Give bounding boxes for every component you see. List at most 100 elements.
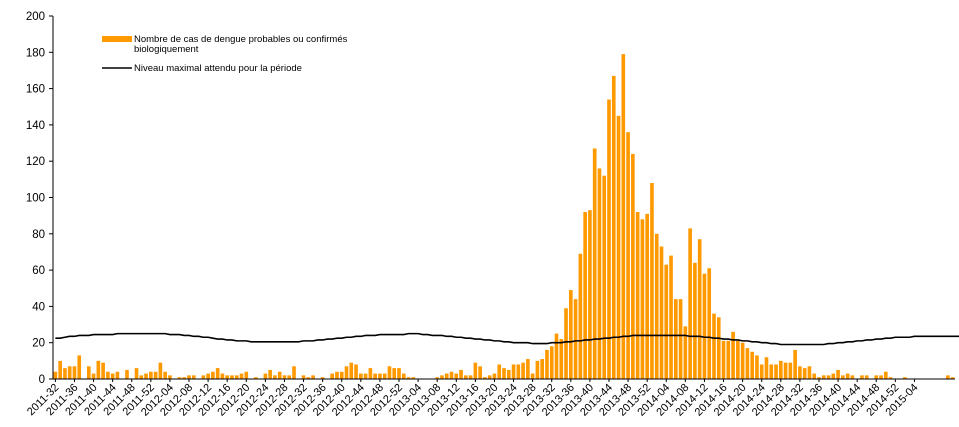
bar xyxy=(793,349,797,379)
bar xyxy=(578,253,583,379)
bar xyxy=(368,368,373,379)
bar xyxy=(597,168,602,379)
bar xyxy=(387,366,392,379)
bar xyxy=(712,313,716,379)
bar xyxy=(549,346,554,379)
bar xyxy=(573,299,578,379)
y-tick-label: 100 xyxy=(26,193,45,205)
bar xyxy=(301,375,306,379)
bar xyxy=(187,375,191,379)
bar xyxy=(688,228,692,379)
y-tick-label: 80 xyxy=(32,229,45,241)
bar xyxy=(716,317,721,379)
bar xyxy=(950,377,955,379)
bar xyxy=(464,375,468,379)
legend-label-bars: Nombre de cas de dengue probables ou con… xyxy=(134,34,348,45)
bar xyxy=(306,377,311,379)
bar xyxy=(392,368,397,379)
bar xyxy=(282,375,287,379)
bar xyxy=(812,373,817,379)
bar xyxy=(764,357,769,379)
legend: Nombre de cas de dengue probables ou con… xyxy=(102,34,348,74)
bar xyxy=(468,375,473,379)
y-tick-label: 0 xyxy=(39,374,45,386)
bar xyxy=(530,373,535,379)
bar xyxy=(478,366,482,379)
bar xyxy=(545,349,549,379)
bar xyxy=(335,371,339,379)
bar xyxy=(201,375,206,379)
bar xyxy=(163,371,167,379)
bar xyxy=(378,373,382,379)
bar xyxy=(125,369,129,379)
bar xyxy=(631,153,635,379)
bar xyxy=(487,375,492,379)
bar xyxy=(149,371,153,379)
bar xyxy=(798,366,802,379)
bar xyxy=(502,368,506,379)
bar xyxy=(702,273,707,379)
bar xyxy=(836,369,840,379)
bar xyxy=(821,375,826,379)
bar xyxy=(879,375,883,379)
y-tick-label: 20 xyxy=(32,338,45,350)
bar xyxy=(344,366,349,379)
bar xyxy=(454,373,459,379)
bar xyxy=(903,377,907,379)
bar xyxy=(516,364,521,379)
bar xyxy=(497,364,502,379)
bar xyxy=(707,268,712,379)
y-tick-label: 160 xyxy=(26,84,45,96)
bar xyxy=(645,213,649,379)
y-tick-label: 40 xyxy=(32,301,45,313)
bar xyxy=(435,377,439,379)
bar xyxy=(177,377,182,379)
bar xyxy=(158,362,163,379)
bar xyxy=(449,371,454,379)
bar xyxy=(511,364,516,379)
bar xyxy=(139,375,144,379)
bar xyxy=(239,373,244,379)
bar xyxy=(506,369,511,379)
y-tick-label: 200 xyxy=(26,11,45,23)
bar xyxy=(473,362,478,379)
bar xyxy=(53,371,58,379)
bar xyxy=(788,362,793,379)
bar xyxy=(583,212,587,379)
bar xyxy=(726,340,731,379)
bar xyxy=(650,182,654,379)
bar xyxy=(683,326,688,379)
bar xyxy=(755,355,759,379)
bar xyxy=(845,373,850,379)
bar xyxy=(382,373,387,379)
bar xyxy=(535,360,540,379)
bar xyxy=(669,255,673,379)
bar xyxy=(769,364,774,379)
bar xyxy=(182,377,187,379)
bar xyxy=(359,373,363,379)
bar xyxy=(406,377,411,379)
bar xyxy=(783,362,788,379)
bar xyxy=(492,373,497,379)
bar xyxy=(621,54,626,380)
bar xyxy=(349,362,354,379)
bar xyxy=(659,246,664,379)
bar xyxy=(354,364,358,379)
bar xyxy=(831,373,836,379)
y-tick-label: 180 xyxy=(26,47,45,59)
bar xyxy=(230,375,234,379)
bar xyxy=(564,308,568,379)
bar xyxy=(483,377,487,379)
bar xyxy=(153,371,158,379)
bar xyxy=(215,368,220,379)
bar xyxy=(220,373,225,379)
bar xyxy=(674,299,678,379)
bar xyxy=(63,368,67,379)
bar xyxy=(946,375,950,379)
bar xyxy=(211,371,215,379)
bar xyxy=(292,366,296,379)
bar xyxy=(521,362,525,379)
bar xyxy=(91,373,96,379)
bar xyxy=(311,375,315,379)
